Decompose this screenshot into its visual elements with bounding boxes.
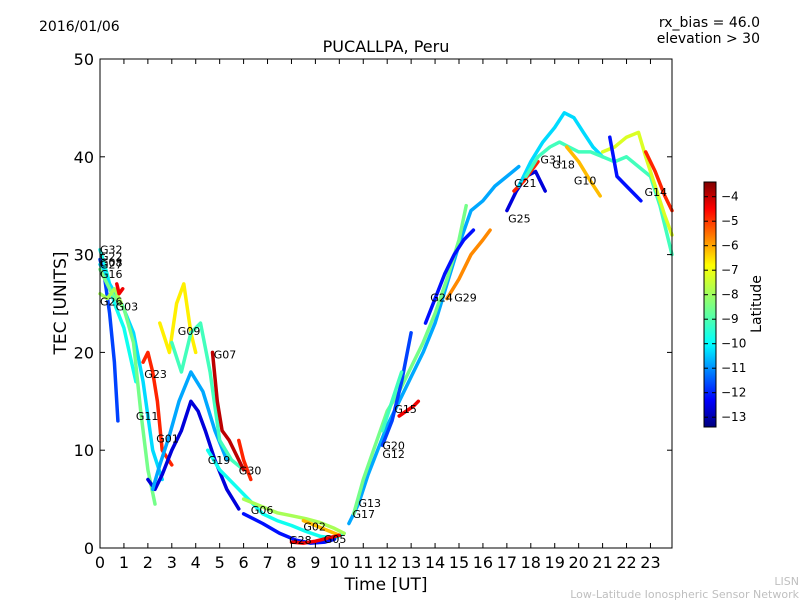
sat-label-g01: G01 bbox=[156, 433, 179, 446]
sat-label-g15: G15 bbox=[394, 403, 417, 416]
x-tick-label: 10 bbox=[329, 553, 349, 572]
x-tick-label: 23 bbox=[640, 553, 660, 572]
sat-label-g12: G12 bbox=[382, 448, 405, 461]
sat-label-g09: G09 bbox=[178, 325, 201, 338]
x-tick-label: 17 bbox=[497, 553, 517, 572]
colorbar-tick-label: −5 bbox=[721, 214, 739, 228]
colorbar-label: Latitude bbox=[749, 275, 765, 333]
footer-lisn: LISN bbox=[774, 575, 799, 588]
x-tick-label: 12 bbox=[377, 553, 397, 572]
x-tick-label: 21 bbox=[592, 553, 612, 572]
colorbar-tick-label: −8 bbox=[721, 288, 739, 302]
colorbar-tick-label: −9 bbox=[721, 312, 739, 326]
x-tick-label: 16 bbox=[473, 553, 493, 572]
sat-label-g19: G19 bbox=[208, 454, 231, 467]
sat-label-g21: G21 bbox=[514, 177, 537, 190]
x-tick-label: 19 bbox=[545, 553, 565, 572]
sat-label-g30: G30 bbox=[239, 465, 262, 478]
x-tick-label: 8 bbox=[286, 553, 296, 572]
sat-label-g24: G24 bbox=[430, 292, 453, 305]
colorbar-tick-label: −4 bbox=[721, 190, 739, 204]
sat-label-g28: G28 bbox=[289, 534, 312, 547]
y-tick-label: 20 bbox=[74, 343, 94, 362]
sat-label-g05: G05 bbox=[324, 533, 347, 546]
x-tick-label: 15 bbox=[449, 553, 469, 572]
x-tick-label: 7 bbox=[262, 553, 272, 572]
sat-label-g07: G07 bbox=[214, 348, 237, 361]
sat-label-g06: G06 bbox=[251, 504, 274, 517]
x-tick-label: 0 bbox=[95, 553, 105, 572]
x-tick-label: 20 bbox=[568, 553, 588, 572]
sat-label-g02: G02 bbox=[303, 521, 326, 534]
x-tick-label: 3 bbox=[167, 553, 177, 572]
x-tick-label: 1 bbox=[119, 553, 129, 572]
x-tick-label: 4 bbox=[191, 553, 201, 572]
sat-label-g14: G14 bbox=[645, 186, 668, 199]
x-tick-label: 18 bbox=[521, 553, 541, 572]
elevation-label: elevation > 30 bbox=[657, 31, 760, 47]
x-tick-label: 5 bbox=[215, 553, 225, 572]
y-tick-label: 50 bbox=[74, 50, 94, 69]
y-tick-label: 10 bbox=[74, 441, 94, 460]
x-tick-label: 14 bbox=[425, 553, 445, 572]
chart-title: PUCALLPA, Peru bbox=[323, 37, 450, 56]
x-axis-label: Time [UT] bbox=[343, 575, 427, 595]
sat-label-g29: G29 bbox=[454, 292, 477, 305]
sat-label-g16: G16 bbox=[100, 268, 123, 281]
rx-bias-label: rx_bias = 46.0 bbox=[659, 15, 760, 31]
x-tick-label: 13 bbox=[401, 553, 421, 572]
colorbar-tick-label: −6 bbox=[721, 239, 739, 253]
colorbar-tick-label: −11 bbox=[721, 361, 746, 375]
x-tick-label: 22 bbox=[616, 553, 636, 572]
y-tick-label: 40 bbox=[74, 148, 94, 167]
colorbar bbox=[704, 182, 716, 427]
sat-label-g17: G17 bbox=[353, 508, 376, 521]
x-tick-label: 9 bbox=[310, 553, 320, 572]
x-tick-label: 2 bbox=[143, 553, 153, 572]
sat-label-g23: G23 bbox=[144, 368, 167, 381]
colorbar-tick-label: −12 bbox=[721, 386, 746, 400]
x-tick-label: 11 bbox=[353, 553, 373, 572]
sat-label-g18: G18 bbox=[552, 159, 575, 172]
sat-label-g03: G03 bbox=[116, 300, 139, 313]
sat-label-g10: G10 bbox=[574, 174, 597, 187]
date-label: 2016/01/06 bbox=[39, 19, 120, 35]
y-tick-label: 0 bbox=[84, 539, 94, 558]
sat-label-g11: G11 bbox=[136, 410, 159, 423]
y-axis-label: TEC [UNITS] bbox=[51, 251, 71, 355]
footer-network: Low-Latitude Ionospheric Sensor Network bbox=[570, 588, 799, 600]
sat-label-g25: G25 bbox=[508, 212, 531, 225]
colorbar-tick-label: −13 bbox=[721, 410, 746, 424]
y-tick-label: 30 bbox=[74, 246, 94, 265]
colorbar-tick-label: −7 bbox=[721, 263, 739, 277]
x-tick-label: 6 bbox=[239, 553, 249, 572]
colorbar-tick-label: −10 bbox=[721, 337, 746, 351]
